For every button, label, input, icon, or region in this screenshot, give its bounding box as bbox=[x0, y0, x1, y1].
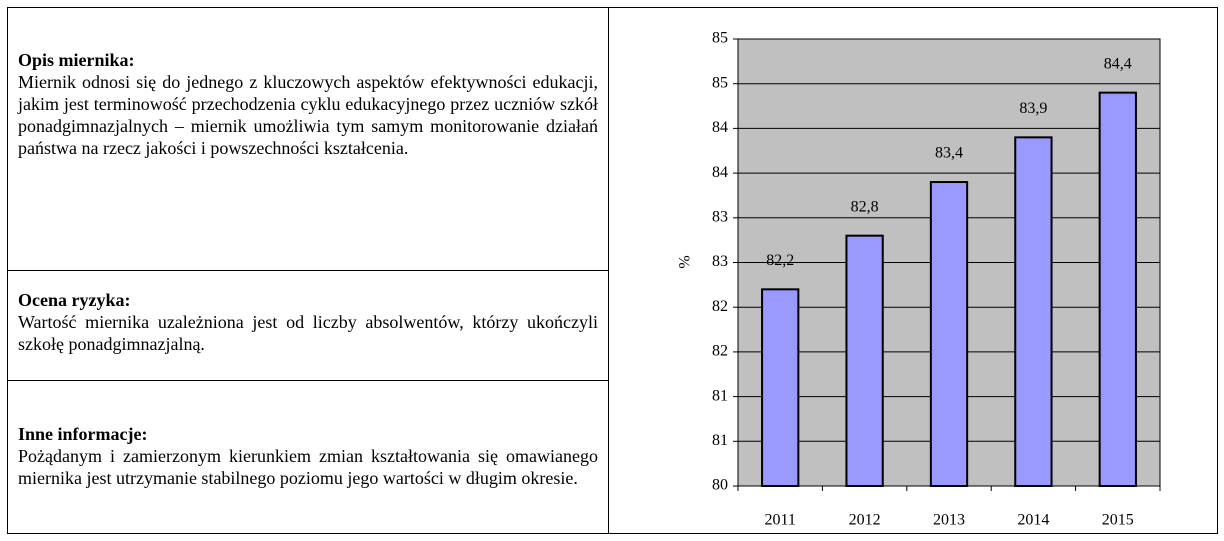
value-label: 82,8 bbox=[851, 198, 879, 215]
y-tick-label: 82 bbox=[712, 298, 728, 315]
section: Ocena ryzyka: Wartość miernika uzależnion… bbox=[18, 289, 598, 355]
bar bbox=[1014, 136, 1053, 487]
y-tick-label: 83 bbox=[712, 208, 728, 225]
x-tick-label: 2015 bbox=[1102, 512, 1134, 529]
x-tick-label: 2012 bbox=[849, 512, 881, 529]
y-tick-label: 80 bbox=[712, 477, 728, 494]
y-tick-label: 81 bbox=[712, 432, 728, 449]
heading: Opis miernika: bbox=[18, 50, 135, 70]
heading: Ocena ryzyka: bbox=[18, 290, 131, 310]
y-tick-label: 85 bbox=[712, 74, 728, 91]
text: Miernik odnosi się do jednego z kluczowy… bbox=[18, 72, 598, 158]
x-tick-label: 2013 bbox=[933, 512, 965, 529]
y-tick-label: 81 bbox=[712, 387, 728, 404]
value-label: 83,9 bbox=[1019, 100, 1047, 117]
text: Pożądanym i zamierzonym kierunkiem zmian… bbox=[18, 446, 598, 488]
text: Wartość miernika uzależniona jest od lic… bbox=[18, 312, 598, 354]
heading: Inne informacje: bbox=[18, 424, 148, 444]
bar bbox=[845, 234, 884, 487]
y-tick-label: 85 bbox=[712, 30, 728, 47]
y-tick-label: 84 bbox=[712, 164, 728, 181]
value-label: 82,2 bbox=[766, 252, 794, 269]
section: Inne informacje: Pożądanym i zamierzonym … bbox=[18, 423, 598, 489]
cell bbox=[608, 7, 1218, 534]
x-tick-label: 2014 bbox=[1017, 512, 1049, 529]
y-axis-label: % bbox=[677, 255, 694, 268]
y-tick-label: 83 bbox=[712, 253, 728, 270]
bar bbox=[761, 288, 800, 487]
x-tick-label: 2011 bbox=[764, 512, 795, 529]
value-label: 83,4 bbox=[935, 145, 963, 162]
y-tick-label: 82 bbox=[712, 343, 728, 360]
y-tick-label: 84 bbox=[712, 119, 728, 136]
chart: % 80 81 81 82 82 83 83 84 84 85 85 2011 82,2 2012 82,8… bbox=[677, 30, 1161, 529]
value-label: 84,4 bbox=[1104, 55, 1132, 72]
section: Opis miernika: Miernik odnosi się do jedn… bbox=[18, 49, 598, 159]
bar bbox=[929, 181, 969, 487]
bar bbox=[1098, 91, 1137, 487]
